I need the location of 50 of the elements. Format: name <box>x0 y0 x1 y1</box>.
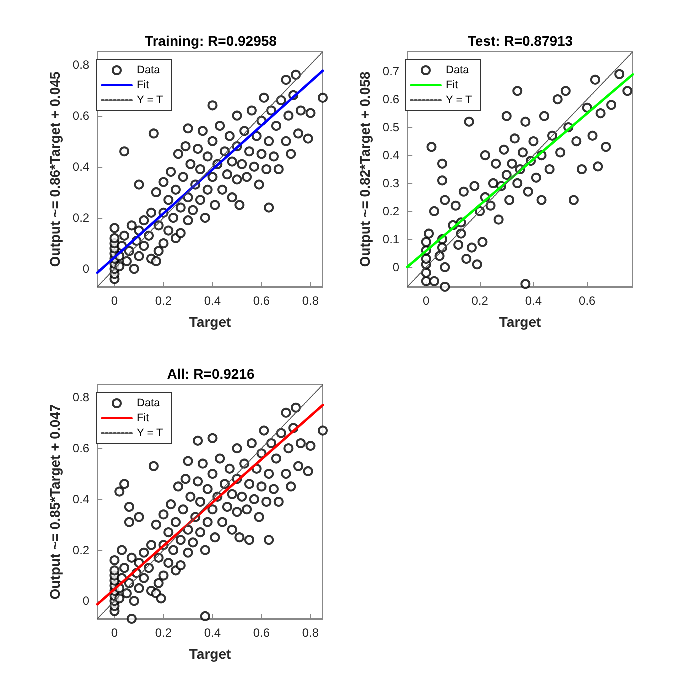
y-axis-title: Output ~= 0.86*Target + 0.045 <box>47 72 63 268</box>
x-axis-title: Target <box>189 314 232 330</box>
y-tick-label: 0.3 <box>382 176 400 190</box>
y-axis-title: Output ~= 0.82*Target + 0.058 <box>357 72 373 268</box>
legend-label: Data <box>137 64 162 76</box>
y-tick-label: 0.4 <box>382 148 400 163</box>
y-tick-label: 0.4 <box>72 160 90 174</box>
y-tick-label: 0.7 <box>382 64 400 79</box>
y-tick-label: 0.2 <box>72 211 90 226</box>
x-axis-title: Target <box>189 646 232 662</box>
y-tick-label: 0 <box>82 594 90 608</box>
x-tick-label: 0.2 <box>155 626 172 640</box>
y-tick-label: 0.4 <box>72 492 90 506</box>
y-tick-label: 0.8 <box>72 390 90 405</box>
x-tick-label: 0.6 <box>253 294 270 308</box>
y-tick-label: 0.5 <box>382 120 400 135</box>
chart-title: Test: R=0.87913 <box>468 33 574 49</box>
x-tick-label: 0 <box>423 294 430 308</box>
x-tick-label: 0.2 <box>472 294 489 308</box>
y-tick-label: 0.2 <box>72 543 90 558</box>
x-tick-label: 0.6 <box>579 294 596 308</box>
x-tick-label: 0.6 <box>253 626 270 640</box>
x-tick-label: 0.4 <box>204 294 222 308</box>
x-tick-label: 0.8 <box>302 294 320 308</box>
legend-label: Fit <box>137 412 150 424</box>
x-tick-label: 0.2 <box>155 294 172 308</box>
y-tick-label: 0 <box>392 260 400 274</box>
legend-label: Data <box>446 64 470 76</box>
legend-label: Y = T <box>137 428 164 440</box>
legend-label: Y = T <box>446 94 472 106</box>
x-axis-title: Target <box>499 314 542 330</box>
y-tick-label: 0.6 <box>382 92 400 107</box>
legend-label: Fit <box>446 80 458 92</box>
y-tick-label: 0 <box>82 262 90 276</box>
legend-label: Y = T <box>137 94 164 106</box>
x-tick-label: 0 <box>111 626 118 640</box>
legend-label: Fit <box>137 80 150 92</box>
chart-title: Training: R=0.92958 <box>145 33 278 49</box>
y-tick-label: 0.6 <box>72 108 90 123</box>
y-axis-title: Output ~= 0.85*Target + 0.047 <box>47 404 63 600</box>
y-tick-label: 0.6 <box>72 442 90 456</box>
x-tick-label: 0 <box>111 294 118 308</box>
y-tick-label: 0.1 <box>382 232 400 246</box>
legend-label: Data <box>137 398 162 410</box>
x-tick-label: 0.4 <box>204 626 222 640</box>
y-tick-label: 0.8 <box>72 58 90 72</box>
y-tick-label: 0.2 <box>382 204 400 218</box>
chart-title: All: R=0.9216 <box>167 366 255 382</box>
x-tick-label: 0.4 <box>525 294 542 308</box>
x-tick-label: 0.8 <box>302 626 320 640</box>
